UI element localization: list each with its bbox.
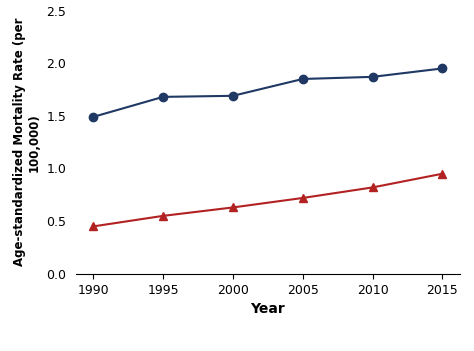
IDU-attributable liver cancer [91,224,96,229]
IDU-attributable cirrhosis [300,77,306,81]
Line: IDU-attributable cirrhosis: IDU-attributable cirrhosis [89,64,447,121]
IDU-attributable cirrhosis [160,95,166,99]
IDU-attributable liver cancer [300,196,306,200]
IDU-attributable cirrhosis [91,115,96,119]
IDU-attributable liver cancer [370,185,375,190]
X-axis label: Year: Year [250,302,285,316]
IDU-attributable liver cancer [439,172,445,176]
Y-axis label: Age-standardized Mortality Rate (per
100,000): Age-standardized Mortality Rate (per 100… [13,18,41,266]
IDU-attributable liver cancer [160,214,166,218]
IDU-attributable liver cancer [230,205,236,210]
Line: IDU-attributable liver cancer: IDU-attributable liver cancer [89,170,447,231]
IDU-attributable cirrhosis [370,75,375,79]
IDU-attributable cirrhosis [439,66,445,71]
IDU-attributable cirrhosis [230,94,236,98]
